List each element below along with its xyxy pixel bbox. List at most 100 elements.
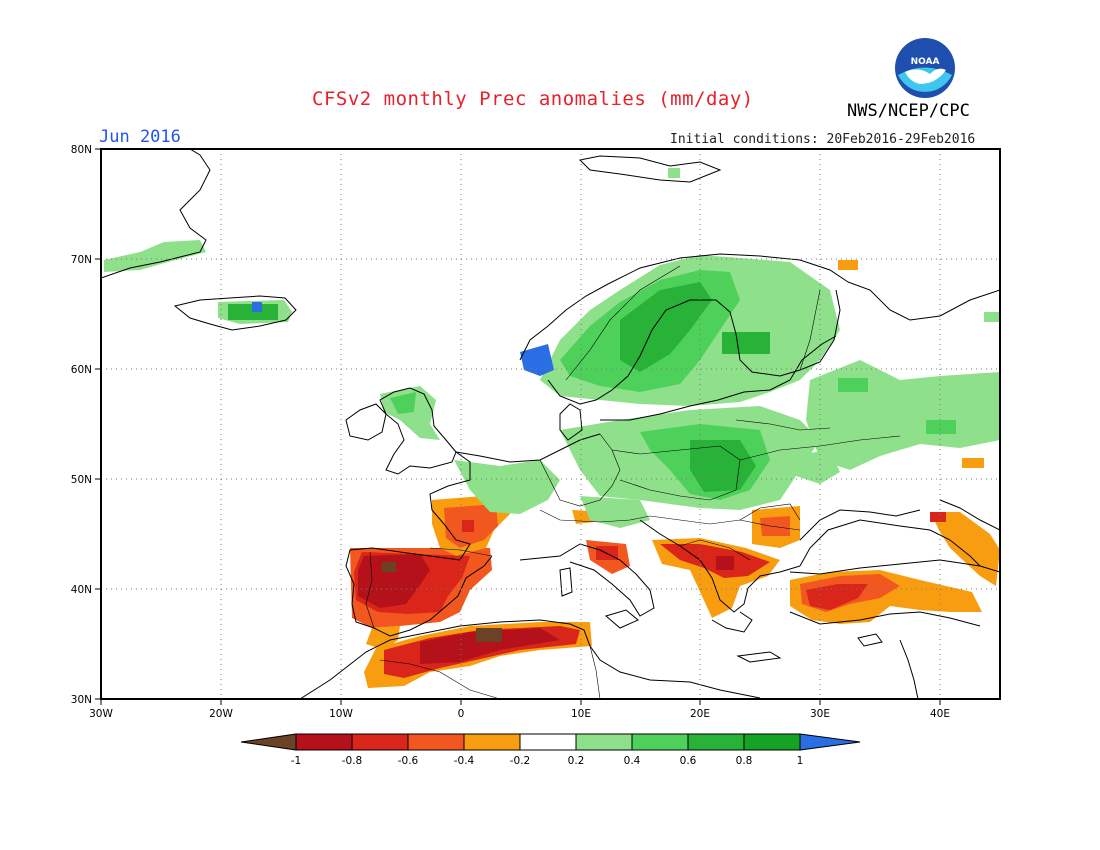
border-es-pt [365, 551, 375, 629]
colorbar-label-6: 0.2 [568, 755, 585, 767]
coast-white-sea [847, 281, 1000, 321]
anomaly-balkans-core [660, 544, 770, 578]
anomaly-kola-dry [838, 260, 858, 270]
coast-greenland [101, 149, 211, 279]
anomaly-caucasus [930, 512, 1000, 586]
anomaly-russia-light [806, 360, 1000, 470]
border-balkans [649, 515, 801, 531]
anomaly-finland-core [722, 332, 770, 354]
anomaly-russia-dry-1 [962, 458, 984, 468]
anomaly-ukraine [790, 450, 840, 484]
axis-ticks [95, 148, 941, 705]
anomaly-france-deep [462, 520, 474, 532]
anomaly-scotland-core [390, 392, 416, 414]
border-alps [539, 509, 651, 523]
border-maghreb [379, 659, 501, 699]
colorbar-label-1: -1 [291, 755, 301, 767]
noaa-logo-text: NOAA [911, 57, 940, 67]
lon-labels: 30W 20W 10W 0 10E 20E 30E 40E [89, 708, 950, 720]
border-fi-ru [799, 289, 821, 371]
anomaly-turkey-deep [806, 584, 868, 610]
colorbar-swatch-6 [575, 733, 633, 751]
anomaly-nafrica-extreme [476, 628, 502, 642]
border-de [539, 433, 621, 507]
coast-black-sea [799, 519, 981, 567]
anomaly-nafrica-core [420, 628, 560, 664]
lat-label-60n: 60N [71, 364, 92, 376]
colorbar-swatch-9 [743, 733, 801, 751]
anomaly-benelux [454, 460, 560, 514]
colorbar-swatch-below-minus-1 [240, 733, 297, 751]
colorbar-swatch-8 [687, 733, 745, 751]
agency-label: NWS/NCEP/CPC [847, 101, 970, 121]
coast-black-sea-north [799, 509, 921, 541]
border-pl [611, 445, 741, 501]
coast-france-west [429, 451, 471, 561]
coast-caspian [939, 499, 1000, 531]
lon-label-40e: 40E [930, 708, 950, 720]
coast-iberia [345, 547, 493, 637]
anomaly-balkans-deep [716, 556, 734, 570]
colorbar-label-5: -0.2 [510, 755, 531, 767]
colorbar-label-7: 0.4 [624, 755, 641, 767]
lat-label-80n: 80N [71, 144, 92, 156]
forecast-month: Jun 2016 [99, 127, 181, 147]
colorbar-swatch-3 [407, 733, 465, 751]
coast-ireland [345, 403, 387, 441]
coast-balkans [639, 519, 801, 613]
colorbar-swatch-above-1 [799, 733, 861, 751]
colorbar-labels: -1 -0.8 -0.6 -0.4 -0.2 0.2 0.4 0.6 0.8 1 [291, 755, 804, 767]
coast-sweden [547, 299, 737, 405]
colorbar-swatch-4 [463, 733, 521, 751]
colorbar [240, 733, 861, 751]
lon-label-10e: 10E [571, 708, 591, 720]
anomaly-russia-mid [838, 378, 868, 392]
anomaly-field [104, 168, 1000, 688]
lon-label-10w: 10W [329, 708, 353, 720]
coast-nafrica [299, 619, 761, 699]
lat-labels: 80N 70N 60N 50N 40N 30N [71, 144, 92, 706]
map-frame [100, 148, 1001, 700]
chart-title: CFSv2 monthly Prec anomalies (mm/day) [312, 88, 754, 110]
anomaly-iberia-extreme [382, 562, 396, 572]
colorbar-swatch-5 [519, 733, 577, 751]
anomaly-norway-blue [520, 344, 554, 376]
coast-levant [899, 639, 919, 699]
anomaly-svalbard [668, 168, 680, 178]
anomaly-romania-core [760, 516, 790, 536]
coast-baltic [600, 335, 837, 421]
coast-svalbard [578, 155, 722, 183]
border-fr-es [429, 547, 493, 557]
border-by [735, 419, 831, 431]
colorbar-swatch-2 [351, 733, 409, 751]
coast-sardinia [559, 567, 573, 597]
colorbar-swatch-1 [295, 733, 353, 751]
lat-label-50n: 50N [71, 474, 92, 486]
borders [365, 265, 901, 699]
lat-label-70n: 70N [71, 254, 92, 266]
lat-label-30n: 30N [71, 694, 92, 706]
coast-denmark [559, 403, 583, 441]
coast-sicily [604, 609, 639, 629]
border-yugo [679, 539, 751, 561]
coast-iceland [173, 295, 297, 331]
border-se-no [565, 265, 681, 381]
anomaly-russia-mid-2 [926, 420, 956, 434]
lon-label-20e: 20E [690, 708, 710, 720]
colorbar-label-3: -0.6 [398, 755, 419, 767]
lon-label-30w: 30W [89, 708, 113, 720]
coast-britain [379, 387, 457, 475]
coast-norway [519, 253, 849, 361]
coast-crete [736, 651, 782, 663]
lat-label-40n: 40N [71, 584, 92, 596]
border-ro [739, 503, 801, 521]
colorbar-swatch-7 [631, 733, 689, 751]
coast-greece [711, 611, 753, 633]
anomaly-russia-nw [984, 312, 1000, 322]
anomaly-iberia-deep [358, 554, 430, 608]
anomaly-caucasus-core [930, 512, 946, 522]
lon-label-20w: 20W [209, 708, 233, 720]
noaa-logo: NOAA [895, 38, 955, 98]
border-ua [739, 435, 901, 461]
coast-cyprus [857, 633, 883, 647]
